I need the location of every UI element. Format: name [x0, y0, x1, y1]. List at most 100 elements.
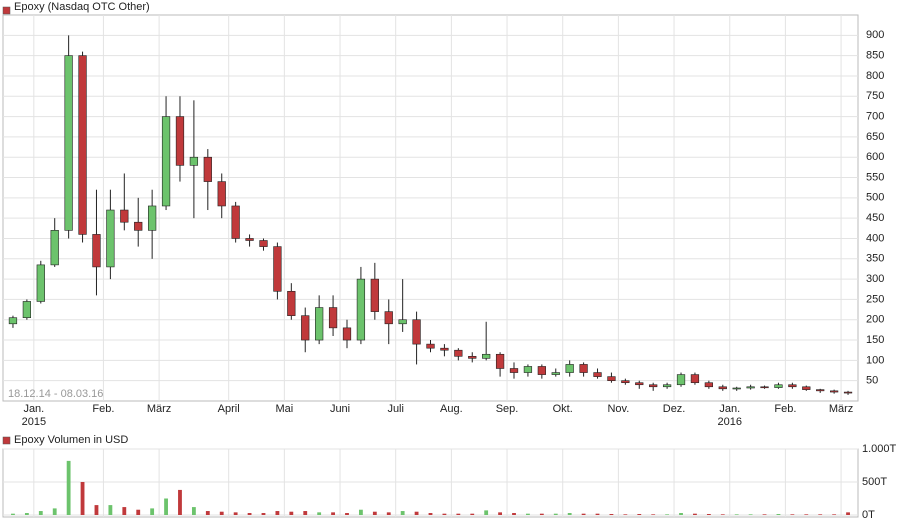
- candle-body: [175, 116, 185, 166]
- volume-bar: [247, 513, 252, 515]
- y-tick-label: 250: [866, 293, 884, 305]
- volume-bar: [164, 498, 168, 515]
- x-tick-label: April: [218, 403, 240, 415]
- y-tick-label: 600: [866, 151, 884, 163]
- volume-bar: [498, 512, 503, 515]
- candle-body: [690, 374, 700, 384]
- volume-bar: [11, 513, 15, 515]
- y-tick-label: 450: [866, 212, 884, 224]
- candle-body: [203, 156, 212, 182]
- volume-bar: [331, 512, 335, 515]
- x-tick-label: Okt.: [553, 403, 573, 415]
- candle-body: [760, 386, 769, 389]
- volume-bar: [52, 508, 57, 515]
- x-year-label: 2015: [22, 416, 46, 428]
- candle-body: [398, 319, 407, 325]
- volume-bar: [191, 507, 196, 515]
- volume-bar: [178, 489, 182, 515]
- chart-title: Epoxy (Nasdaq OTC Other): [14, 1, 150, 13]
- volume-bar: [512, 513, 516, 515]
- candle-body: [245, 238, 254, 241]
- candle-body: [217, 181, 226, 207]
- candle-body: [148, 205, 157, 231]
- candle-body: [593, 372, 602, 377]
- volume-bar: [651, 514, 656, 515]
- candle-body: [551, 372, 560, 375]
- candle-body: [788, 384, 797, 388]
- y-tick-label: 50: [866, 375, 878, 387]
- candle-body: [440, 347, 449, 351]
- volume-bar: [205, 511, 210, 515]
- x-tick-label: Jan.: [23, 403, 44, 415]
- candle-body: [843, 391, 853, 394]
- volume-title: Epoxy Volumen in USD: [14, 434, 128, 446]
- candle-body: [287, 290, 296, 316]
- candle-body: [64, 55, 73, 231]
- candle-body: [92, 234, 101, 268]
- volume-bar: [66, 460, 71, 515]
- x-tick-label: Juni: [330, 403, 350, 415]
- volume-bar: [275, 511, 280, 515]
- candle-body: [454, 349, 463, 357]
- candle-body: [315, 307, 324, 341]
- volume-bar: [317, 512, 322, 515]
- candle-body: [22, 301, 32, 319]
- volume-bar: [776, 514, 781, 515]
- x-tick-label: Mai: [275, 403, 293, 415]
- candle-body: [732, 387, 741, 390]
- volume-bar: [720, 514, 725, 515]
- x-tick-label: Dez.: [663, 403, 686, 415]
- candle-body: [134, 221, 143, 231]
- volume-bar: [80, 482, 85, 515]
- volume-bar: [428, 513, 433, 515]
- x-tick-label: Juli: [387, 403, 404, 415]
- y-tick-label: 0T: [862, 509, 875, 521]
- volume-bar: [581, 513, 586, 515]
- y-tick-label: 500: [866, 192, 884, 204]
- volume-bar: [846, 512, 850, 515]
- candle-body: [579, 364, 588, 373]
- volume-bar: [136, 509, 141, 515]
- candle-body: [676, 374, 686, 386]
- x-tick-label: Nov.: [607, 403, 629, 415]
- volume-bar: [706, 514, 711, 515]
- volume-bar: [567, 513, 572, 515]
- volume-bar: [386, 512, 391, 515]
- candle-body: [301, 315, 310, 341]
- y-tick-label: 400: [866, 232, 884, 244]
- candle-body: [523, 366, 533, 373]
- x-tick-label: Aug.: [440, 403, 463, 415]
- volume-bar: [832, 514, 837, 515]
- y-tick-label: 300: [866, 273, 884, 285]
- candle-body: [607, 376, 616, 381]
- volume-bar: [539, 513, 544, 515]
- y-tick-label: 100: [866, 354, 884, 366]
- volume-bar: [122, 507, 127, 515]
- candle-body: [328, 307, 338, 329]
- volume-bar: [442, 513, 447, 515]
- plot-frame: [2, 14, 859, 402]
- volume-bar: [94, 505, 99, 515]
- volume-bar: [400, 511, 405, 515]
- volume-bar: [233, 512, 238, 515]
- candle-body: [509, 368, 519, 373]
- volume-bar: [623, 514, 628, 515]
- volume-bar: [24, 513, 29, 515]
- candle-body: [565, 364, 574, 373]
- volume-bar: [693, 513, 697, 515]
- candle-body: [259, 240, 268, 247]
- volume-bar: [790, 514, 795, 515]
- y-tick-label: 1.000T: [862, 443, 897, 455]
- candle-body: [829, 390, 839, 393]
- y-tick-label: 750: [866, 90, 884, 102]
- candle-body: [704, 382, 713, 388]
- candle-body: [412, 319, 421, 345]
- candle-body: [774, 384, 783, 388]
- x-tick-label: Jan.: [719, 403, 740, 415]
- y-tick-label: 900: [866, 29, 884, 41]
- x-tick-label: Feb.: [774, 403, 796, 415]
- candle-body: [662, 384, 672, 388]
- volume-bar: [526, 513, 530, 515]
- legend-swatch: [2, 436, 11, 445]
- volume-bar: [734, 514, 739, 515]
